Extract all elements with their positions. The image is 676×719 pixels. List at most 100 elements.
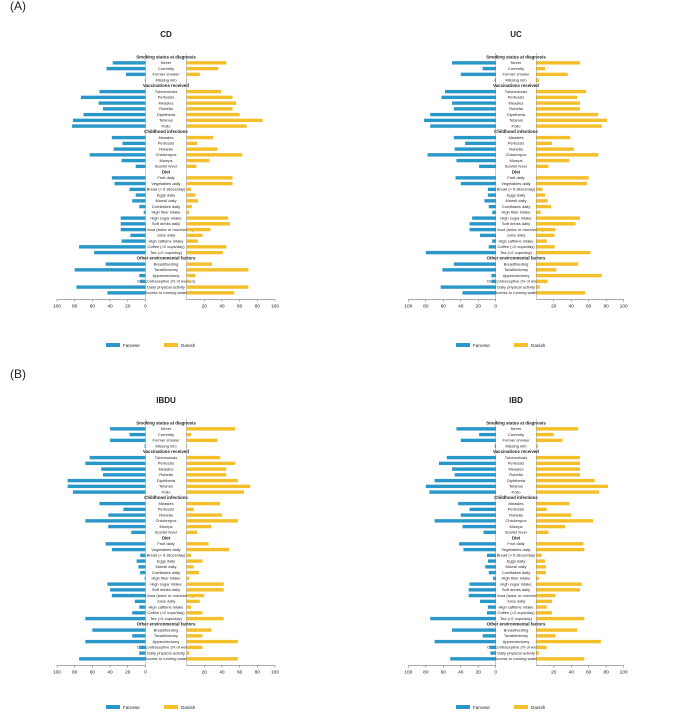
danish-bar <box>186 530 198 535</box>
faroese-bar <box>110 438 146 443</box>
faroese-bar <box>132 199 146 203</box>
row-label: Soft drinks daily <box>502 221 530 226</box>
row-label: Muesli daily <box>506 564 527 569</box>
x-tick-label: 40 <box>107 670 113 676</box>
faroese-bar <box>130 233 146 238</box>
row-label: Measles <box>509 100 524 105</box>
danish-bar <box>536 473 580 477</box>
faroese-bar <box>425 250 496 255</box>
row-label: Currently <box>158 432 174 437</box>
danish-bar <box>536 588 580 592</box>
row-label: Fast food (twice or more/week) <box>489 593 545 598</box>
x-tick-label: 0 <box>494 304 497 310</box>
faroese-bar <box>488 570 496 575</box>
faroese-bar <box>487 605 496 609</box>
danish-bar <box>186 78 188 82</box>
row-label: Appendectomy <box>503 273 530 278</box>
danish-bar <box>536 651 539 655</box>
chart-title: IBDU <box>156 396 176 405</box>
faroese-bar <box>136 559 146 563</box>
faroese-bar <box>452 467 496 471</box>
faroese-bar <box>139 651 146 655</box>
section-header-label: Diet <box>512 535 521 540</box>
x-tick-label: 100 <box>53 304 61 310</box>
x-tick-label: 0 <box>494 670 497 676</box>
danish-bar <box>186 628 212 632</box>
danish-bar <box>186 582 224 586</box>
section-header-label: Childhood infections <box>144 495 188 500</box>
faroese-bar <box>427 153 496 157</box>
faroese-bar <box>440 285 496 289</box>
row-label: Never <box>161 60 172 65</box>
row-label: Cornflakes daily <box>502 204 530 209</box>
row-label: Muesli daily <box>506 198 527 203</box>
row-label: Measles <box>159 100 174 105</box>
row-label: Rubella <box>509 472 523 477</box>
x-tick-label: 20 <box>202 670 208 676</box>
faroese-bar <box>492 239 496 243</box>
danish-bar <box>536 467 580 471</box>
danish-bar <box>186 547 230 552</box>
panel-label-a: (A) <box>10 0 26 13</box>
x-tick-label: 80 <box>255 304 261 310</box>
danish-bar <box>186 187 191 192</box>
danish-bar <box>186 176 233 180</box>
row-label: High sugar intake <box>150 581 182 586</box>
row-label: Tetanus <box>509 118 523 123</box>
faroese-bar <box>456 158 496 163</box>
row-label: Diphtheria <box>507 478 526 483</box>
faroese-bar <box>105 262 146 266</box>
row-label: Appendectomy <box>503 639 530 644</box>
faroese-bar <box>492 210 496 215</box>
row-label: Cornflakes daily <box>502 570 530 575</box>
section-header-label: Other environmental factors <box>137 622 196 627</box>
row-label: Coffee (>2 cups/day) <box>147 610 185 615</box>
row-label: High caffeine intake <box>498 604 534 609</box>
legend-label-danish: Danish <box>531 343 546 348</box>
danish-bar <box>536 547 585 552</box>
danish-bar <box>536 135 571 140</box>
danish-bar <box>536 490 600 494</box>
row-label: High fiber intake <box>152 210 182 215</box>
faroese-bar <box>129 432 146 437</box>
faroese-bar <box>485 565 496 569</box>
danish-bar <box>186 204 192 209</box>
faroese-bar <box>139 645 146 650</box>
row-label: Measles <box>509 135 524 140</box>
faroese-bar <box>490 651 496 655</box>
faroese-bar <box>494 78 496 82</box>
faroese-bar <box>110 588 146 592</box>
row-label: Eggs daily <box>157 192 175 197</box>
danish-bar <box>536 118 608 123</box>
danish-bar <box>186 490 245 494</box>
row-label: High fiber intake <box>502 210 532 215</box>
x-tick-label: 20 <box>551 304 557 310</box>
row-label: Bread (> 6 slices/day) <box>497 187 536 192</box>
x-tick-label: 60 <box>441 304 447 310</box>
faroese-bar <box>92 628 146 632</box>
danish-bar <box>186 181 233 186</box>
faroese-bar <box>453 135 496 140</box>
faroese-bar <box>468 593 496 598</box>
x-tick-label: 60 <box>237 304 243 310</box>
row-label: Currently <box>508 432 524 437</box>
row-label: Daily physical activity <box>147 650 185 655</box>
row-label: Bread (> 6 slices/day) <box>497 553 536 558</box>
danish-bar <box>186 124 247 128</box>
faroese-bar <box>140 553 146 558</box>
faroese-bar <box>74 268 146 272</box>
row-label: Fruit daily <box>507 541 524 546</box>
faroese-bar <box>102 473 146 477</box>
row-label: Scarlet fever <box>155 164 178 169</box>
faroese-bar <box>67 484 146 489</box>
faroese-bar <box>484 199 496 203</box>
danish-bar <box>536 432 554 437</box>
faroese-bar <box>445 89 496 94</box>
legend-swatch-faroese <box>106 705 120 709</box>
legend-label-faroese: Faroese <box>473 705 490 710</box>
danish-bar <box>186 268 249 272</box>
faroese-bar <box>488 245 496 249</box>
row-label: Tea (>2 cups/day) <box>150 616 183 621</box>
faroese-bar <box>98 101 146 105</box>
danish-bar <box>536 570 546 575</box>
